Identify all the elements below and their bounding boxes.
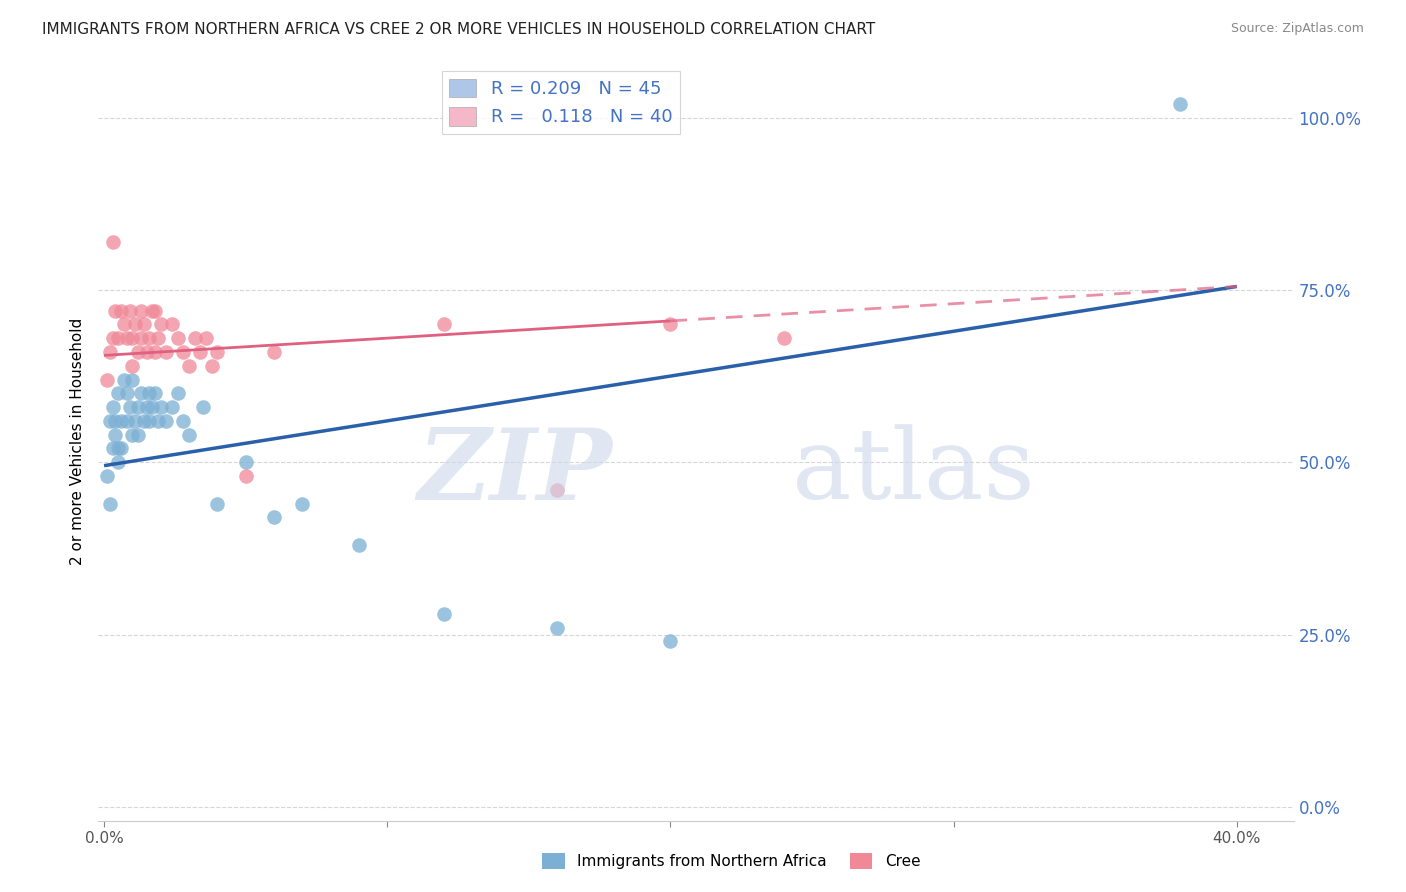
Point bbox=[172, 414, 194, 428]
Point bbox=[166, 386, 188, 401]
Text: IMMIGRANTS FROM NORTHERN AFRICA VS CREE 2 OR MORE VEHICLES IN HOUSEHOLD CORRELAT: IMMIGRANTS FROM NORTHERN AFRICA VS CREE … bbox=[42, 22, 876, 37]
Point bbox=[112, 372, 135, 386]
Point bbox=[124, 318, 146, 332]
Point bbox=[110, 303, 132, 318]
Point bbox=[1168, 96, 1191, 111]
Point bbox=[149, 318, 172, 332]
Point bbox=[112, 318, 135, 332]
Point bbox=[433, 318, 456, 332]
Point bbox=[135, 345, 157, 359]
Point bbox=[121, 359, 143, 373]
Point bbox=[104, 414, 127, 428]
Point bbox=[104, 303, 127, 318]
Point bbox=[235, 469, 257, 483]
Point bbox=[129, 303, 152, 318]
Y-axis label: 2 or more Vehicles in Household: 2 or more Vehicles in Household bbox=[69, 318, 84, 566]
Point bbox=[160, 400, 183, 414]
Point bbox=[107, 331, 129, 345]
Point bbox=[115, 386, 138, 401]
Point bbox=[263, 345, 285, 359]
Legend: R = 0.209   N = 45, R =   0.118   N = 40: R = 0.209 N = 45, R = 0.118 N = 40 bbox=[441, 71, 679, 134]
Point bbox=[124, 414, 146, 428]
Point bbox=[659, 318, 682, 332]
Point bbox=[546, 483, 568, 497]
Point bbox=[98, 414, 121, 428]
Point bbox=[98, 497, 121, 511]
Point bbox=[772, 331, 794, 345]
Point bbox=[101, 331, 124, 345]
Point bbox=[263, 510, 285, 524]
Point bbox=[177, 427, 200, 442]
Point bbox=[121, 331, 143, 345]
Point bbox=[115, 331, 138, 345]
Point bbox=[207, 497, 229, 511]
Point bbox=[659, 634, 682, 648]
Point bbox=[201, 359, 224, 373]
Point bbox=[96, 469, 118, 483]
Point bbox=[98, 345, 121, 359]
Text: atlas: atlas bbox=[792, 424, 1035, 520]
Point bbox=[127, 345, 149, 359]
Point bbox=[107, 455, 129, 469]
Point bbox=[291, 497, 314, 511]
Point bbox=[193, 400, 215, 414]
Point bbox=[207, 345, 229, 359]
Point bbox=[143, 386, 166, 401]
Point bbox=[146, 414, 169, 428]
Point bbox=[166, 331, 188, 345]
Point bbox=[135, 400, 157, 414]
Point bbox=[155, 345, 177, 359]
Point bbox=[118, 303, 141, 318]
Point bbox=[110, 442, 132, 456]
Point bbox=[107, 386, 129, 401]
Point bbox=[141, 303, 163, 318]
Point bbox=[190, 345, 212, 359]
Point bbox=[101, 235, 124, 249]
Point bbox=[110, 414, 132, 428]
Point bbox=[107, 442, 129, 456]
Point bbox=[129, 331, 152, 345]
Point bbox=[121, 427, 143, 442]
Point bbox=[149, 400, 172, 414]
Point bbox=[141, 400, 163, 414]
Point bbox=[143, 345, 166, 359]
Point bbox=[115, 414, 138, 428]
Point bbox=[118, 400, 141, 414]
Point bbox=[101, 442, 124, 456]
Point bbox=[121, 372, 143, 386]
Point bbox=[101, 400, 124, 414]
Point bbox=[138, 386, 160, 401]
Point bbox=[195, 331, 218, 345]
Point bbox=[433, 607, 456, 621]
Text: Source: ZipAtlas.com: Source: ZipAtlas.com bbox=[1230, 22, 1364, 36]
Point bbox=[160, 318, 183, 332]
Point bbox=[235, 455, 257, 469]
Point bbox=[172, 345, 194, 359]
Point bbox=[104, 427, 127, 442]
Point bbox=[347, 538, 370, 552]
Point bbox=[546, 621, 568, 635]
Legend: Immigrants from Northern Africa, Cree: Immigrants from Northern Africa, Cree bbox=[536, 847, 927, 875]
Point bbox=[129, 386, 152, 401]
Point bbox=[132, 414, 155, 428]
Point bbox=[146, 331, 169, 345]
Text: ZIP: ZIP bbox=[418, 424, 613, 520]
Point bbox=[138, 331, 160, 345]
Point bbox=[177, 359, 200, 373]
Point bbox=[132, 318, 155, 332]
Point bbox=[155, 414, 177, 428]
Point bbox=[127, 427, 149, 442]
Point bbox=[96, 372, 118, 386]
Point bbox=[143, 303, 166, 318]
Point bbox=[183, 331, 205, 345]
Point bbox=[127, 400, 149, 414]
Point bbox=[138, 414, 160, 428]
